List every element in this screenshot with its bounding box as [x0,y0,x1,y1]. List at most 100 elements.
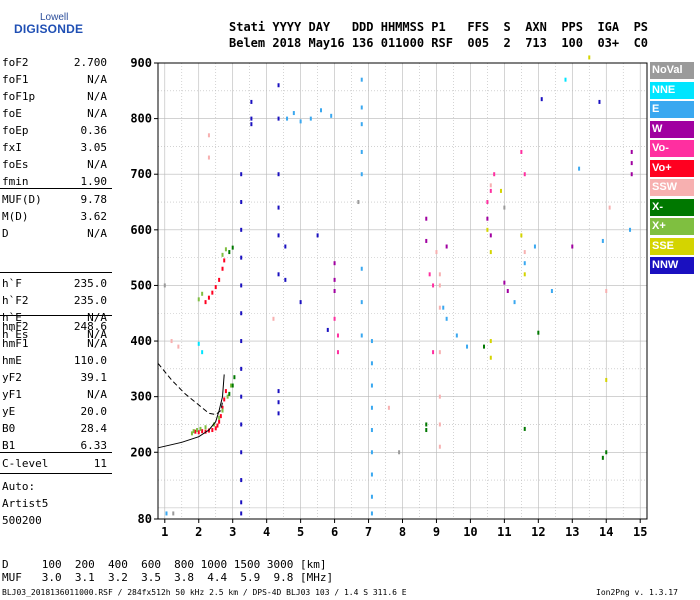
echo-point [493,172,496,177]
y-tick-label: 400 [130,334,152,348]
param-name: C-level [2,457,49,470]
echo-point [523,272,526,277]
param-name: foF1 [2,73,29,86]
echo-point [370,361,373,366]
echo-point [523,250,526,255]
echo-point [221,405,224,410]
param-name: yE [2,405,16,418]
param-value: N/A [87,388,107,401]
param-value: 1.90 [80,175,108,188]
echo-point [284,244,287,249]
echo-point [196,428,199,433]
echo-point [438,272,441,277]
echo-point [204,300,207,305]
axes: 1 2 3 4 5 6 7 8 9 10 11 12 13 14 158020030040050060070… [130,56,648,539]
footer-version: Ion2Png v. 1.3.17 [596,588,678,597]
echo-point [540,97,543,102]
echo-point [240,339,243,344]
echo-point [466,344,469,349]
param-value: 248.6 [73,320,107,333]
echo-point [250,99,253,104]
echo-point [233,375,236,380]
echo-point [218,277,221,282]
param-value: 235.0 [73,277,107,290]
echo-point [432,350,435,355]
echo-point [204,425,207,430]
echo-point [564,77,567,82]
echo-point [486,216,489,221]
x-tick-label: 15 [633,525,647,539]
echo-point [228,250,231,255]
echo-point [513,300,516,305]
echo-point [194,429,197,434]
param-value: N/A [87,107,107,120]
echo-point [250,116,253,121]
param-name: hmF2 [2,320,29,333]
echo-point [170,339,173,344]
echo-point [370,450,373,455]
param-row: hmF2 248.6 [0,320,110,334]
param-row: yE 20.0 [0,405,110,419]
param-row: B0 28.4 [0,422,110,436]
echo-point [192,429,195,434]
echo-point [190,431,193,436]
param-row: M(D) 3.62 [0,210,110,224]
distance-row: D 100 200 400 600 800 1000 1500 3000 [km… [2,558,327,571]
echo-point [608,205,611,210]
echo-point [207,155,210,160]
echo-point [425,428,428,433]
param-name: B0 [2,422,16,435]
param-name: hmF1 [2,337,29,350]
echo-point [165,511,168,516]
param-name: hmE [2,354,22,367]
echo-point [489,339,492,344]
echo-point [277,272,280,277]
x-tick-label: 5 [297,525,304,539]
echo-point [387,405,390,410]
echo-point [438,350,441,355]
echo-point [218,415,221,420]
echo-point [172,511,175,516]
echo-point [211,290,214,295]
echo-point [272,316,275,321]
grid [158,62,647,519]
echo-point [370,494,373,499]
echo-point [197,341,200,346]
echo-point [277,83,280,88]
echo-point [605,450,608,455]
profile-dashed-curve [157,362,223,416]
echo-point [277,172,280,177]
legend-item: Vo- [650,140,694,157]
auto-code: 500200 [2,514,42,527]
echo-point [489,188,492,193]
param-name: D [2,227,9,240]
echo-point [523,426,526,431]
param-name: h`F [2,277,22,290]
echo-point [360,149,363,154]
echo-point [398,450,401,455]
echo-point [277,389,280,394]
echo-point [197,430,200,435]
echo-point [428,272,431,277]
legend-item: NNW [650,257,694,274]
param-row: yF2 39.1 [0,371,110,385]
x-tick-label: 3 [229,525,236,539]
param-name: fxI [2,141,22,154]
y-tick-label: 80 [138,512,152,526]
param-value: 235.0 [73,294,107,307]
echo-point [201,429,204,434]
echo-point [240,227,243,232]
echo-point [240,394,243,399]
legend-item: SSE [650,237,694,255]
echo-point [489,183,492,188]
echo-point [163,283,166,288]
x-tick-label: 9 [433,525,440,539]
echo-points [163,55,633,516]
x-tick-label: 13 [565,525,579,539]
param-name: h`Es [2,328,29,341]
echo-point [240,283,243,288]
param-row: yF1 N/A [0,388,110,402]
echo-point [197,297,200,302]
echo-point [503,205,506,210]
echo-point [219,414,222,419]
